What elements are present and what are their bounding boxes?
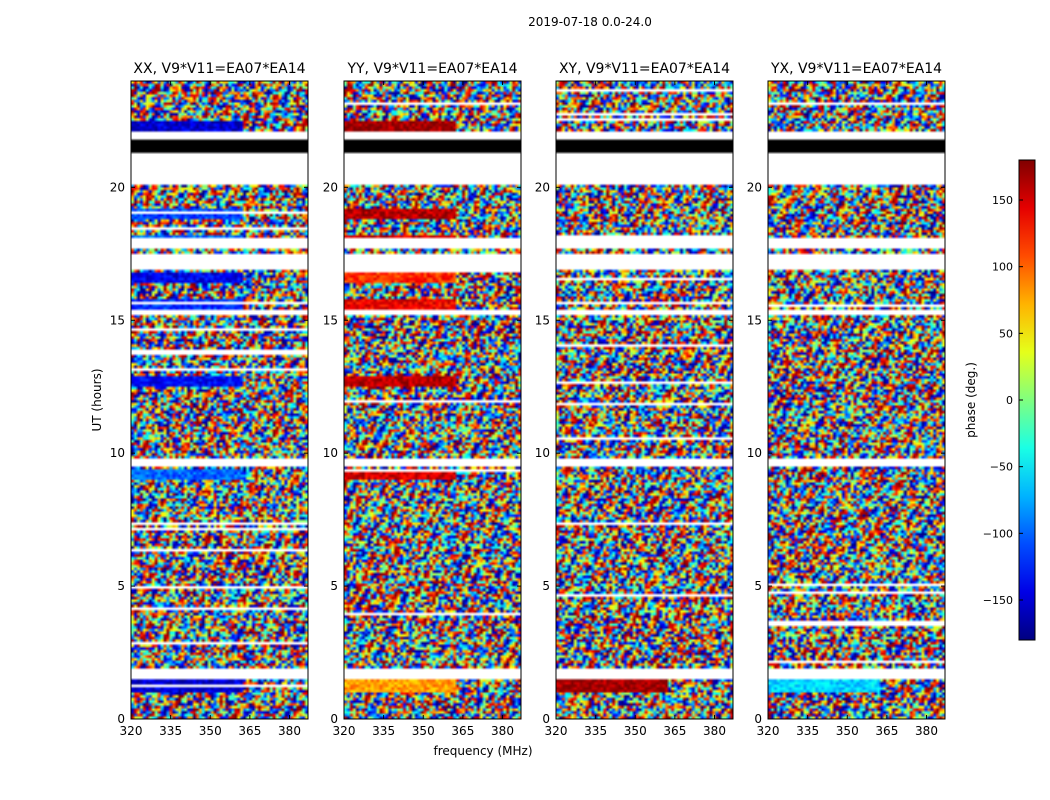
y-tick-label: 0	[117, 712, 125, 726]
y-tick-label: 0	[330, 712, 338, 726]
x-tick-label: 380	[703, 724, 726, 738]
colorbar-tick-label: 0	[1006, 394, 1013, 407]
panel-frame	[130, 80, 309, 720]
colorbar-tick-label: 150	[992, 194, 1013, 207]
colorbar: 150 100 50 0 −50 −100 −150	[983, 159, 1036, 641]
y-tick-label: 15	[747, 313, 762, 327]
y-tick-label: 10	[747, 446, 762, 460]
y-tick-label: 15	[535, 313, 550, 327]
panels: XX, V9*V11=EA07*EA14 320 335 350 365 380 0 5 10 1…	[110, 61, 946, 738]
figure-title: 2019-07-18 0.0-24.0	[528, 15, 652, 29]
x-tick-label: 380	[915, 724, 938, 738]
panel-heatmap	[131, 81, 308, 719]
x-tick-label: 380	[491, 724, 514, 738]
x-tick-label: 350	[412, 724, 435, 738]
colorbar-tick-label: 50	[999, 327, 1013, 340]
x-tick-label: 320	[545, 724, 568, 738]
y-tick-label: 10	[323, 446, 338, 460]
panel-frame	[767, 80, 946, 720]
x-tick-label: 365	[451, 724, 474, 738]
panel-frame	[343, 80, 522, 720]
x-tick-label: 335	[159, 724, 182, 738]
y-tick-label: 5	[754, 579, 762, 593]
x-axis-label: frequency (MHz)	[433, 744, 532, 758]
colorbar-tick-label: 100	[992, 261, 1013, 274]
x-tick-label: 350	[199, 724, 222, 738]
y-tick-label: 15	[110, 313, 125, 327]
x-tick-label: 365	[875, 724, 898, 738]
panel-heatmap	[556, 81, 733, 719]
y-tick-label: 20	[747, 180, 762, 194]
y-tick-label: 5	[117, 579, 125, 593]
panel-title: XY, V9*V11=EA07*EA14	[559, 61, 730, 77]
colorbar-label: phase (deg.)	[964, 362, 978, 438]
y-tick-label: 15	[323, 313, 338, 327]
x-tick-label: 380	[278, 724, 301, 738]
panel-heatmap	[344, 81, 521, 719]
x-tick-label: 335	[796, 724, 819, 738]
y-tick-label: 0	[542, 712, 550, 726]
x-tick-label: 350	[836, 724, 859, 738]
panel-title: XX, V9*V11=EA07*EA14	[133, 61, 305, 77]
x-tick-label: 365	[663, 724, 686, 738]
y-tick-label: 0	[754, 712, 762, 726]
x-tick-label: 350	[624, 724, 647, 738]
x-tick-label: 320	[757, 724, 780, 738]
panel-title: YX, V9*V11=EA07*EA14	[770, 61, 942, 77]
y-tick-label: 20	[535, 180, 550, 194]
panel-title: YY, V9*V11=EA07*EA14	[346, 61, 517, 77]
x-tick-label: 335	[372, 724, 395, 738]
y-tick-label: 20	[110, 180, 125, 194]
y-axis-label: UT (hours)	[90, 368, 104, 431]
panel-heatmap	[768, 81, 945, 719]
x-tick-label: 365	[238, 724, 261, 738]
x-tick-label: 320	[333, 724, 356, 738]
y-tick-label: 5	[542, 579, 550, 593]
colorbar-tick-label: −150	[983, 594, 1013, 607]
colorbar-tick-label: −50	[990, 461, 1013, 474]
x-tick-label: 335	[584, 724, 607, 738]
y-tick-label: 5	[330, 579, 338, 593]
y-tick-label: 10	[535, 446, 550, 460]
y-tick-label: 10	[110, 446, 125, 460]
colorbar-tick-label: −100	[983, 527, 1013, 540]
x-tick-label: 320	[120, 724, 143, 738]
y-tick-label: 20	[323, 180, 338, 194]
panel-frame	[555, 80, 734, 720]
